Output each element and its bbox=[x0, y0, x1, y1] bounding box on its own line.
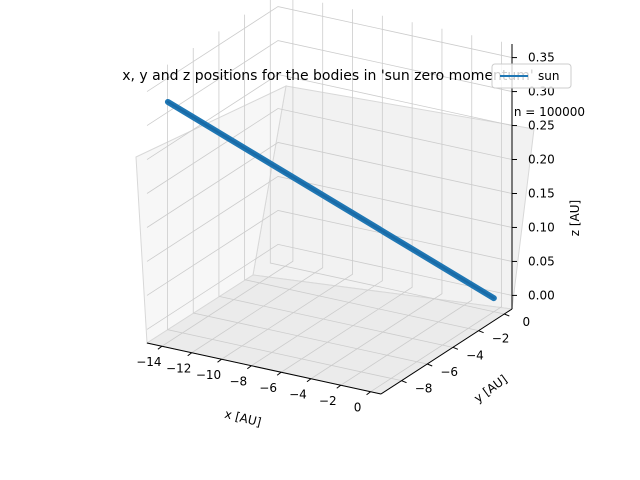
x-tick-3 bbox=[247, 365, 252, 370]
n-annotation: n = 100000 bbox=[514, 105, 585, 119]
x-tick-label-4: −6 bbox=[259, 381, 277, 395]
x-tick-label-2: −10 bbox=[196, 368, 221, 382]
grid-z-1 bbox=[146, 210, 513, 296]
grid-z-6 bbox=[146, 40, 513, 126]
legend-box bbox=[491, 63, 572, 89]
z-tick-label-0: 0.00 bbox=[528, 288, 555, 302]
grid-z-4 bbox=[146, 108, 513, 194]
x-tick-1 bbox=[187, 352, 193, 357]
x-tick-7 bbox=[366, 391, 371, 396]
sun-trajectory-line bbox=[164, 98, 497, 302]
x-tick-label-6: −2 bbox=[319, 394, 337, 408]
z-tick-label-7: 0.35 bbox=[528, 51, 555, 65]
sun-trajectory-core bbox=[166, 100, 495, 300]
grid-y-0 bbox=[269, 0, 505, 315]
y-tick-4 bbox=[401, 380, 407, 384]
y-tick-0 bbox=[504, 313, 510, 317]
grid-z-0 bbox=[146, 243, 513, 330]
grid-z-3 bbox=[146, 142, 513, 228]
y-axis-line bbox=[380, 308, 513, 395]
x-tick-0 bbox=[157, 345, 163, 350]
y-tick-label-3: −6 bbox=[440, 365, 458, 379]
grid-y-4 bbox=[167, 64, 402, 382]
grid-y-1 bbox=[244, 14, 479, 332]
x-tick-label-3: −8 bbox=[229, 375, 247, 389]
grid-x-3 bbox=[251, 15, 383, 367]
z-tick-label-3: 0.15 bbox=[528, 186, 555, 200]
x-axis-line bbox=[146, 342, 382, 395]
grid-x-4 bbox=[280, 22, 413, 373]
tick-labels: −14 −12 −10 −8 −6 −4 −2 0 0 −2 −4 −6 −8 0.00 0.05 0.10 0… bbox=[136, 51, 554, 415]
x-tick-4 bbox=[276, 371, 282, 376]
grid-x-0 bbox=[161, 0, 294, 347]
z-tick-label-4: 0.20 bbox=[528, 153, 555, 167]
grid-x-1 bbox=[191, 2, 324, 354]
x-tick-label-5: −4 bbox=[289, 388, 307, 402]
x-tick-5 bbox=[306, 378, 312, 383]
grid-x-2 bbox=[221, 9, 353, 360]
y-tick-label-4: −8 bbox=[415, 382, 433, 396]
x-tick-label-0: −14 bbox=[136, 355, 161, 369]
grid-y-3 bbox=[192, 48, 428, 365]
y-tick-2 bbox=[452, 346, 459, 350]
z-tick-label-1: 0.05 bbox=[528, 254, 555, 268]
x-tick-label-7: 0 bbox=[354, 401, 362, 415]
grid-z-2 bbox=[146, 176, 513, 262]
x-tick-label-1: −12 bbox=[166, 362, 191, 376]
series-sun bbox=[164, 98, 497, 302]
z-axis-label: z [AU] bbox=[568, 200, 582, 236]
grid-x-6 bbox=[340, 35, 473, 386]
y-tick-label-1: −2 bbox=[492, 332, 510, 346]
grid-x-7 bbox=[370, 41, 502, 393]
chart-title: x, y and z positions for the bodies in '… bbox=[122, 68, 534, 84]
grid-x-5 bbox=[310, 28, 443, 380]
tick-marks bbox=[157, 57, 517, 396]
y-tick-3 bbox=[427, 363, 433, 367]
grid-y-2 bbox=[218, 31, 454, 348]
y-tick-label-0: 0 bbox=[522, 315, 530, 329]
grid-z-5 bbox=[146, 74, 513, 160]
y-tick-label-2: −4 bbox=[466, 348, 484, 362]
z-tick-label-5: 0.25 bbox=[528, 119, 555, 133]
x-tick-2 bbox=[217, 358, 222, 363]
legend: sun bbox=[491, 63, 572, 89]
z-tick-label-2: 0.10 bbox=[528, 220, 555, 234]
legend-label-sun: sun bbox=[538, 69, 559, 83]
gridlines bbox=[146, 0, 513, 393]
grid-z-7 bbox=[146, 6, 513, 92]
y-tick-1 bbox=[478, 330, 484, 334]
x-tick-6 bbox=[336, 384, 342, 389]
